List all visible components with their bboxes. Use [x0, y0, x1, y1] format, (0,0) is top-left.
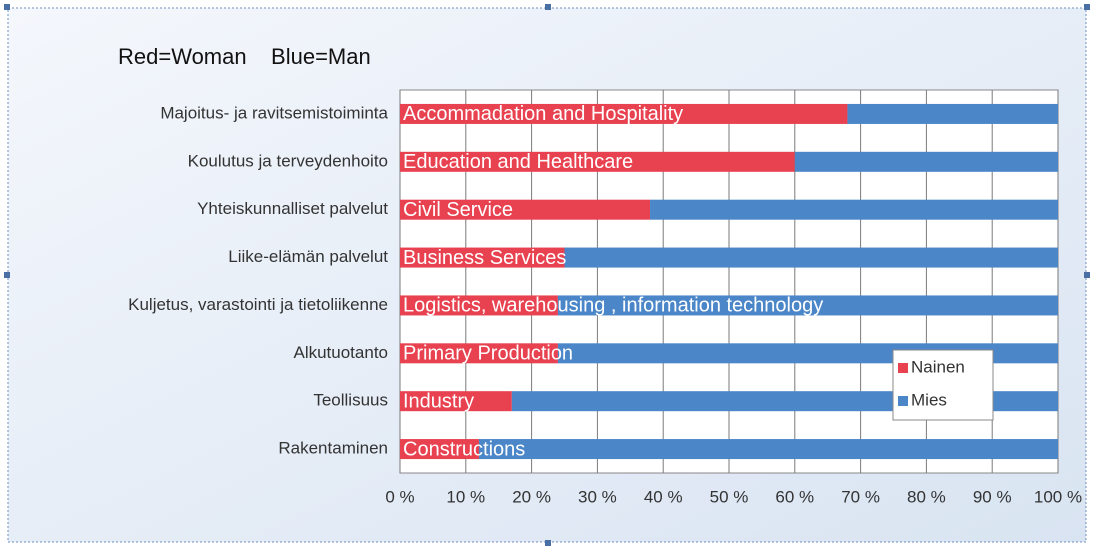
x-tick-label: 100 % [1034, 487, 1082, 506]
handle [545, 540, 551, 546]
legend-label: Mies [911, 390, 947, 409]
legend-swatch [898, 363, 908, 373]
x-tick-label: 70 % [841, 487, 880, 506]
y-tick-label: Rakentaminen [278, 439, 388, 458]
legend-swatch [898, 396, 908, 406]
x-tick-label: 40 % [644, 487, 683, 506]
bar-annotation: Primary Production [403, 343, 573, 365]
x-tick-label: 30 % [578, 487, 617, 506]
bar-segment [400, 391, 512, 412]
y-tick-label: Teollisuus [313, 391, 388, 410]
bar-segment [650, 199, 1058, 220]
x-tick-label: 10 % [446, 487, 485, 506]
bar-segment [400, 151, 795, 172]
bar-segment [847, 103, 1058, 124]
bar-annotation: Constructions [403, 438, 525, 460]
bar-segment [400, 247, 565, 268]
x-tick-label: 50 % [710, 487, 749, 506]
bar-annotation: Industry [403, 390, 474, 412]
handle [1084, 272, 1090, 278]
y-tick-label: Alkutuotanto [293, 343, 388, 362]
y-tick-label: Kuljetus, varastointi ja tietoliikenne [128, 295, 388, 314]
legend-box [892, 349, 994, 421]
handle [545, 4, 551, 10]
bar-segment [564, 247, 1058, 268]
legend-label: Nainen [911, 357, 965, 376]
y-tick-label: Liike-elämän palvelut [228, 247, 388, 266]
x-tick-label: 90 % [973, 487, 1012, 506]
x-tick-label: 80 % [907, 487, 946, 506]
x-tick-label: 20 % [512, 487, 551, 506]
bar-annotation: Accommadation and Hospitality [403, 103, 683, 125]
handle [4, 272, 10, 278]
bar-annotation: Civil Service [403, 199, 513, 221]
bar-segment [400, 103, 848, 124]
bar-segment [478, 439, 1059, 460]
bar-annotation: Logistics, warehousing , information tec… [403, 295, 823, 317]
bar-annotation: Education and Healthcare [403, 151, 633, 173]
bar-annotation: Business Services [403, 247, 566, 269]
bar-segment [557, 295, 1058, 316]
y-tick-label: Yhteiskunnalliset palvelut [197, 199, 388, 218]
bar-segment [794, 151, 1058, 172]
handle [1084, 4, 1090, 10]
bar-segment [400, 343, 558, 364]
bar-segment [400, 295, 558, 316]
bar-segment [400, 199, 651, 220]
y-tick-label: Koulutus ja terveydenhoito [188, 151, 388, 170]
y-tick-label: Majoitus- ja ravitsemistoiminta [160, 103, 388, 122]
bar-segment [400, 439, 479, 460]
handle [4, 4, 10, 10]
note: Red=Woman Blue=Man [118, 44, 371, 69]
x-tick-label: 0 % [385, 487, 414, 506]
x-tick-label: 60 % [775, 487, 814, 506]
